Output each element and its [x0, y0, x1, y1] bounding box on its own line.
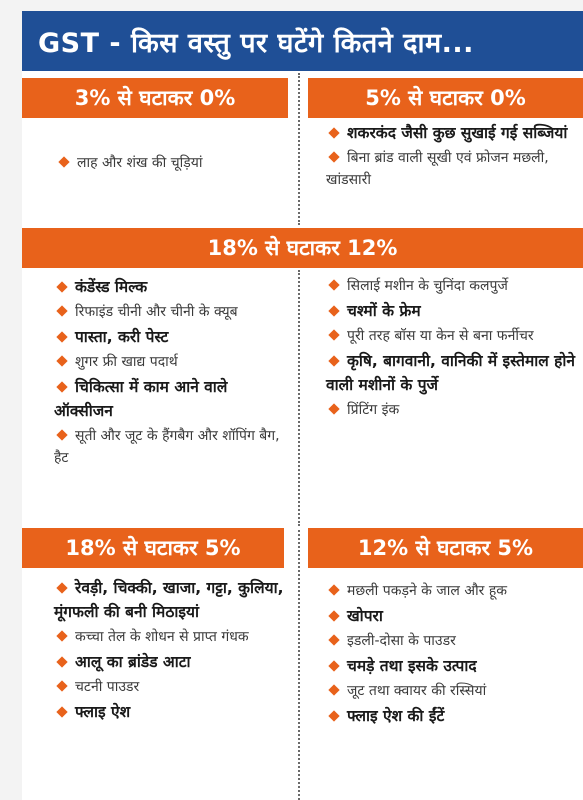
- diamond-bullet-icon: [56, 429, 68, 441]
- list-item: चश्मों के फ्रेम: [326, 299, 576, 323]
- list-item: सूती और जूट के हैंगबैग और शॉपिंग बैग, है…: [54, 425, 286, 469]
- diamond-bullet-icon: [56, 355, 68, 367]
- list-item: फ्लाइ ऐश की ईंटें: [326, 704, 576, 728]
- list-item-text: रेवड़ी, चिक्की, खाजा, गट्टा, कुलिया, मूं…: [54, 579, 284, 621]
- list-18-to-5: रेवड़ी, चिक्की, खाजा, गट्टा, कुलिया, मूं…: [54, 576, 286, 726]
- section-heading-12-to-5: 12% से घटाकर 5%: [308, 528, 583, 568]
- diamond-bullet-icon: [328, 127, 340, 139]
- list-item: लाह और शंख की चूड़ियां: [56, 152, 286, 174]
- diamond-bullet-icon: [328, 684, 340, 696]
- list-item-text: पास्ता, करी पेस्ट: [75, 328, 169, 346]
- list-item-text: इडली-दोसा के पाउडर: [347, 633, 456, 649]
- list-item-text: खोपरा: [347, 607, 383, 625]
- section-heading-3-to-0: 3% से घटाकर 0%: [22, 78, 288, 118]
- list-item-text: चश्मों के फ्रेम: [347, 302, 421, 320]
- list-3-to-0: लाह और शंख की चूड़ियां: [56, 152, 286, 176]
- list-item-text: रिफाइंड चीनी और चीनी के क्यूब: [75, 304, 238, 320]
- list-item-text: शकरकंद जैसी कुछ सुखाई गई सब्जियां: [347, 124, 568, 142]
- diamond-bullet-icon: [56, 331, 68, 343]
- list-item: इडली-दोसा के पाउडर: [326, 630, 576, 652]
- list-item: शकरकंद जैसी कुछ सुखाई गई सब्जियां: [326, 121, 576, 145]
- list-item: कृषि, बागवानी, वानिकी में इस्तेमाल होने …: [326, 349, 576, 397]
- diamond-bullet-icon: [328, 329, 340, 341]
- list-item: शुगर फ्री खाद्य पदार्थ: [54, 351, 286, 373]
- list-item: पास्ता, करी पेस्ट: [54, 325, 286, 349]
- list-item-text: फ्लाइ ऐश: [75, 703, 131, 721]
- diamond-bullet-icon: [56, 706, 68, 718]
- diamond-bullet-icon: [328, 634, 340, 646]
- list-item-text: जूट तथा क्वायर की रस्सियां: [347, 683, 487, 699]
- list-item-text: प्रिंटिंग इंक: [347, 402, 400, 418]
- list-item: मछली पकड़ने के जाल और हूक: [326, 580, 576, 602]
- list-12-to-5: मछली पकड़ने के जाल और हूक खोपरा इडली-दोसा …: [326, 580, 576, 730]
- list-item-text: कृषि, बागवानी, वानिकी में इस्तेमाल होने …: [326, 352, 576, 394]
- list-item: फ्लाइ ऐश: [54, 700, 286, 724]
- list-item: आलू का ब्रांडेड आटा: [54, 650, 286, 674]
- list-item: प्रिंटिंग इंक: [326, 399, 576, 421]
- diamond-bullet-icon: [328, 660, 340, 672]
- list-item-text: चिकित्सा में काम आने वाले ऑक्सीजन: [54, 378, 228, 420]
- list-item-text: सिलाई मशीन के चुनिंदा कलपुर्जे: [347, 278, 508, 294]
- diamond-bullet-icon: [58, 156, 70, 168]
- list-item: चमड़े तथा इसके उत्पाद: [326, 654, 576, 678]
- section-heading-5-to-0: 5% से घटाकर 0%: [308, 78, 583, 118]
- section-heading-18-to-5: 18% से घटाकर 5%: [22, 528, 284, 568]
- list-item: कच्चा तेल के शोधन से प्राप्त गंधक: [54, 626, 286, 648]
- list-item-text: शुगर फ्री खाद्य पदार्थ: [75, 354, 178, 370]
- list-item: रिफाइंड चीनी और चीनी के क्यूब: [54, 301, 286, 323]
- section-heading-18-to-12: 18% से घटाकर 12%: [22, 228, 583, 268]
- list-item: कंडेंस्ड मिल्क: [54, 275, 286, 299]
- list-item: बिना ब्रांड वाली सूखी एवं फ्रोजन मछली, ख…: [326, 147, 576, 191]
- list-item-text: सूती और जूट के हैंगबैग और शॉपिंग बैग, है…: [54, 428, 280, 466]
- diamond-bullet-icon: [56, 281, 68, 293]
- list-item-text: लाह और शंख की चूड़ियां: [77, 155, 203, 171]
- list-18-to-12-left: कंडेंस्ड मिल्क रिफाइंड चीनी और चीनी के क्…: [54, 275, 286, 471]
- list-item: खोपरा: [326, 604, 576, 628]
- list-18-to-12-right: सिलाई मशीन के चुनिंदा कलपुर्जे चश्मों के …: [326, 275, 576, 423]
- list-item: जूट तथा क्वायर की रस्सियां: [326, 680, 576, 702]
- diamond-bullet-icon: [328, 610, 340, 622]
- column-divider-top: [298, 73, 300, 225]
- diamond-bullet-icon: [56, 656, 68, 668]
- list-item: चटनी पाउडर: [54, 676, 286, 698]
- diamond-bullet-icon: [56, 381, 68, 393]
- diamond-bullet-icon: [56, 305, 68, 317]
- list-item: चिकित्सा में काम आने वाले ऑक्सीजन: [54, 375, 286, 423]
- content-panel: [22, 71, 583, 800]
- diamond-bullet-icon: [56, 582, 68, 594]
- list-item-text: आलू का ब्रांडेड आटा: [75, 653, 191, 671]
- list-item: सिलाई मशीन के चुनिंदा कलपुर्जे: [326, 275, 576, 297]
- diamond-bullet-icon: [328, 305, 340, 317]
- list-item-text: चमड़े तथा इसके उत्पाद: [347, 657, 477, 675]
- list-item-text: बिना ब्रांड वाली सूखी एवं फ्रोजन मछली, ख…: [326, 150, 549, 188]
- list-5-to-0: शकरकंद जैसी कुछ सुखाई गई सब्जियां बिना ब्…: [326, 121, 576, 193]
- page-title: GST - किस वस्तु पर घटेंगे कितने दाम...: [22, 11, 583, 71]
- column-divider-bottom: [298, 530, 300, 800]
- list-item-text: कंडेंस्ड मिल्क: [75, 278, 148, 296]
- list-item-text: पूरी तरह बॉस या केन से बना फर्नीचर: [347, 328, 534, 344]
- list-item-text: फ्लाइ ऐश की ईंटें: [347, 707, 445, 725]
- diamond-bullet-icon: [328, 279, 340, 291]
- list-item: रेवड़ी, चिक्की, खाजा, गट्टा, कुलिया, मूं…: [54, 576, 286, 624]
- diamond-bullet-icon: [328, 151, 340, 163]
- diamond-bullet-icon: [328, 355, 340, 367]
- list-item-text: मछली पकड़ने के जाल और हूक: [347, 583, 508, 599]
- diamond-bullet-icon: [328, 584, 340, 596]
- diamond-bullet-icon: [56, 630, 68, 642]
- diamond-bullet-icon: [328, 710, 340, 722]
- list-item-text: चटनी पाउडर: [75, 679, 140, 695]
- column-divider-middle: [298, 270, 300, 526]
- diamond-bullet-icon: [56, 680, 68, 692]
- list-item-text: कच्चा तेल के शोधन से प्राप्त गंधक: [75, 629, 249, 645]
- list-item: पूरी तरह बॉस या केन से बना फर्नीचर: [326, 325, 576, 347]
- diamond-bullet-icon: [328, 403, 340, 415]
